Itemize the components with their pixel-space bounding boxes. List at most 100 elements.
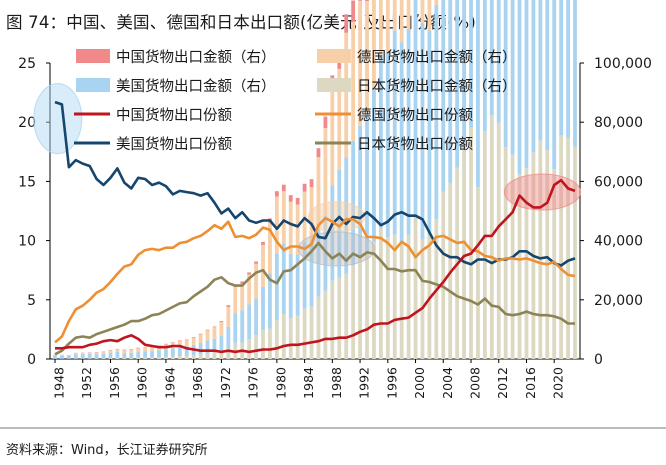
bar-segment — [344, 32, 349, 158]
bar-segment — [302, 308, 307, 359]
bar-segment — [177, 340, 182, 342]
bar-segment — [566, 137, 570, 359]
bar-segment — [566, 0, 570, 138]
bar-segment — [496, 122, 501, 359]
bar-segment — [170, 348, 175, 357]
bar-segment — [136, 348, 141, 352]
bar-segment — [545, 0, 550, 151]
bar-segment — [309, 187, 314, 242]
bar-segment — [212, 338, 217, 352]
x-tick-label: 2020 — [551, 367, 566, 399]
bar-segment — [136, 351, 141, 358]
bar-segment — [309, 306, 314, 359]
bar-segment — [288, 318, 293, 359]
bar-segment — [399, 244, 404, 359]
bar-segment — [337, 277, 342, 359]
legend-label: 中国货物出口金额（右） — [116, 49, 276, 66]
x-tick-label: 1956 — [107, 367, 122, 399]
series-line — [54, 100, 576, 267]
bar-segment — [378, 0, 383, 55]
bar-segment — [330, 89, 335, 186]
bar-segment — [455, 0, 460, 168]
legend-swatch — [76, 78, 110, 92]
bar-segment — [184, 355, 189, 359]
bar-segment — [351, 21, 356, 141]
bar-segment — [122, 352, 127, 359]
bar-segment — [337, 169, 342, 278]
bar-segment — [385, 52, 390, 238]
x-tick-label: 2012 — [495, 367, 510, 399]
series-line — [54, 216, 576, 344]
left-tick-label: 15 — [18, 174, 36, 190]
bar-segment — [378, 227, 383, 359]
bar-segment — [233, 313, 238, 343]
bar-segment — [559, 135, 564, 359]
bar-segment — [108, 349, 113, 351]
x-tick-label: 2004 — [440, 367, 455, 399]
legend-label: 日本货物出口份额 — [357, 136, 473, 153]
bar-segment — [198, 334, 203, 344]
bar-segment — [489, 0, 494, 116]
x-tick-label: 1968 — [190, 367, 205, 399]
bar-segment — [198, 343, 203, 355]
bar-segment — [53, 355, 57, 359]
bar-segment — [212, 327, 217, 339]
bar-segment — [462, 147, 466, 359]
x-tick-label: 2008 — [468, 367, 483, 399]
bar-segment — [281, 243, 286, 315]
right-tick-label: 20,000 — [594, 293, 643, 309]
bar-segment — [205, 340, 210, 354]
legend-label: 德国货物出口金额（右） — [357, 49, 517, 66]
bar-segment — [122, 349, 127, 351]
bar-segment — [129, 349, 134, 350]
bar-segment — [406, 234, 411, 359]
bar-segment — [448, 0, 453, 183]
bar-segment — [413, 217, 418, 359]
bar-segment — [184, 339, 189, 341]
bar-segment — [316, 157, 321, 230]
bar-segment — [372, 89, 376, 242]
bar-segment — [392, 234, 397, 359]
bar-segment — [233, 286, 238, 314]
annotation-ellipse — [33, 83, 83, 155]
bar-segment — [476, 187, 480, 359]
bar-segment — [365, 0, 369, 115]
bar-segment — [517, 173, 522, 359]
bar-segment — [288, 195, 293, 202]
x-tick-label: 1984 — [301, 367, 316, 399]
bar-segment — [268, 273, 272, 329]
bar-segment — [94, 352, 99, 355]
bar-segment — [476, 0, 480, 188]
bar-segment — [170, 342, 175, 344]
bar-segment — [261, 330, 265, 359]
left-tick-label: 20 — [18, 115, 36, 131]
bar-segment — [261, 244, 265, 287]
bar-segment — [281, 184, 286, 192]
bar-segment — [434, 4, 439, 220]
bar-segment — [115, 351, 120, 359]
left-tick-label: 10 — [18, 234, 36, 250]
bar-segment — [254, 335, 258, 359]
bar-segment — [247, 339, 252, 359]
bar-segment — [274, 320, 279, 359]
bar-segment — [302, 183, 307, 192]
bar-segment — [164, 357, 168, 359]
bar-segment — [323, 128, 328, 216]
bar-segment — [108, 352, 113, 359]
bar-segment — [136, 357, 141, 359]
bar-segment — [316, 296, 321, 359]
bar-segment — [372, 241, 376, 359]
bar-segment — [122, 358, 127, 359]
bar-segment — [372, 0, 376, 90]
bar-segment — [378, 54, 383, 228]
bar-segment — [205, 330, 210, 341]
bar-segment — [219, 335, 224, 351]
x-tick-label: 1948 — [52, 367, 67, 399]
bar-segment — [150, 351, 154, 358]
bar-segment — [295, 254, 300, 316]
bar-segment — [129, 352, 134, 358]
legend-label: 美国货物出口份额 — [116, 136, 232, 153]
bar-segment — [392, 0, 397, 31]
bar-segment — [177, 356, 182, 359]
bar-segment — [73, 354, 78, 359]
